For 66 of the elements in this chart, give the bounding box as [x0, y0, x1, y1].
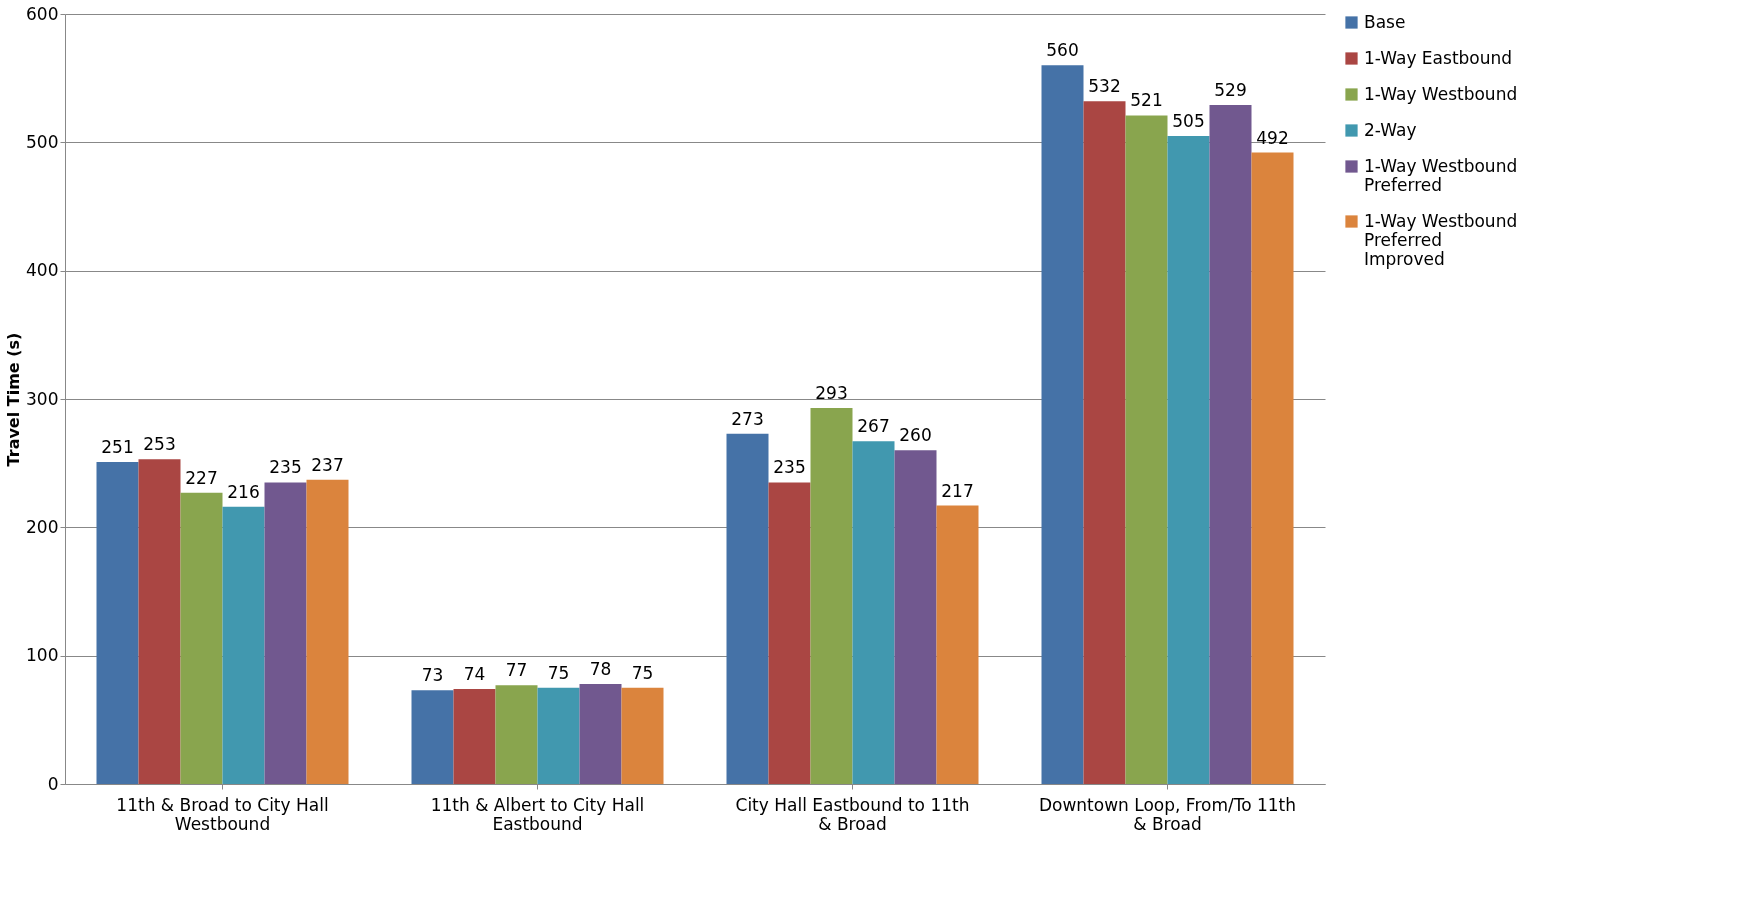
bar: [306, 479, 349, 784]
data-label: 505: [1172, 110, 1205, 131]
bar: [96, 461, 139, 784]
data-label: 529: [1214, 80, 1247, 101]
bar: [936, 505, 979, 784]
bar: [768, 482, 811, 784]
y-tick-label: 200: [26, 516, 59, 537]
bar: [1083, 101, 1126, 784]
data-label: 560: [1046, 40, 1079, 61]
data-label: 492: [1256, 127, 1289, 148]
bar: [621, 687, 664, 784]
bar: [138, 459, 181, 784]
legend-label: 1-Way Eastbound: [1364, 47, 1513, 68]
data-label: 77: [505, 660, 528, 681]
bar: [894, 450, 937, 784]
bar: [852, 441, 895, 784]
data-label: 78: [589, 658, 612, 679]
data-label: 237: [311, 454, 344, 475]
x-tick-label: 11th & Albert to City Hall Eastbound: [430, 794, 645, 834]
x-tick-label: City Hall Eastbound to 11th & Broad: [735, 794, 970, 834]
bar: [1041, 65, 1084, 784]
bar: [537, 687, 580, 784]
bar: [411, 690, 454, 784]
data-label: 273: [731, 408, 764, 429]
data-label: 73: [421, 665, 444, 686]
legend-label: 1-Way Westbound: [1364, 83, 1518, 104]
legend-label: 1-Way Westbound Preferred Improved: [1364, 210, 1518, 269]
data-label: 74: [463, 664, 486, 685]
data-label: 251: [101, 436, 134, 457]
x-tick-label: 11th & Broad to City Hall Westbound: [116, 794, 329, 834]
bar: [579, 683, 622, 784]
y-tick-label: 100: [26, 645, 59, 666]
bar: [1251, 152, 1294, 784]
legend-label: 1-Way Westbound Preferred: [1364, 155, 1518, 195]
data-label: 267: [857, 416, 890, 437]
y-axis-title: Travel Time (s): [4, 332, 24, 467]
data-label: 235: [773, 457, 806, 478]
data-label: 227: [185, 467, 218, 488]
data-label: 217: [941, 480, 974, 501]
data-label: 532: [1088, 76, 1121, 97]
data-label: 521: [1130, 90, 1163, 111]
data-label: 235: [269, 457, 302, 478]
y-tick-label: 300: [26, 388, 59, 409]
bar: [1125, 115, 1168, 784]
data-label: 260: [899, 425, 932, 446]
data-label: 293: [815, 382, 848, 403]
bar: [222, 506, 265, 784]
bar: [810, 407, 853, 784]
data-label: 75: [547, 662, 570, 683]
legend-label: 2-Way: [1364, 119, 1417, 140]
bar: [180, 492, 223, 784]
x-tick-label: Downtown Loop, From/To 11th & Broad: [1038, 794, 1297, 834]
bar: [726, 433, 769, 784]
y-tick-label: 600: [26, 3, 59, 24]
bar: [1209, 105, 1252, 784]
bar: [495, 685, 538, 784]
data-label: 253: [143, 434, 176, 455]
bar: [453, 689, 496, 784]
data-label: 75: [631, 662, 654, 683]
data-label: 216: [227, 481, 260, 502]
y-tick-label: 400: [26, 260, 59, 281]
bar: [1167, 135, 1210, 784]
y-tick-label: 500: [26, 131, 59, 152]
y-tick-label: 0: [47, 773, 59, 794]
legend-label: Base: [1364, 11, 1406, 32]
bar: [264, 482, 307, 784]
